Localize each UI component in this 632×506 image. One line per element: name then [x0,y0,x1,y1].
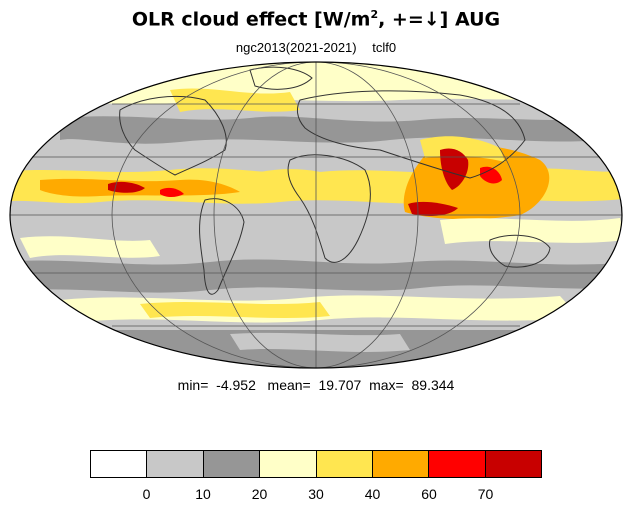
coastlines [119,66,551,295]
colorbar-box-5 [372,451,430,477]
colorbar-box-6 [429,451,486,477]
field-north-dark [60,116,600,144]
variable-label: tclf0 [372,40,397,55]
field-africa-yellow [260,169,349,199]
title-superscript: 2 [370,8,379,21]
south-america-outline [199,198,245,295]
colorbar-box-4 [316,451,373,477]
colorbar-tick-label: 20 [251,486,268,502]
africa-outline [287,154,371,263]
colorbar-box-2 [203,451,261,477]
field-max-caribbean [160,187,184,197]
field-max-bay-of-bengal [440,148,469,190]
colorbar-box-3 [260,451,317,477]
eurasia-outline [296,90,526,179]
field-australia-pale [440,218,622,244]
colorbar-box-7 [485,451,541,477]
title-suffix: , +=↓] AUG [378,8,501,31]
colorbar-tick-label: 70 [477,486,494,502]
colorbar-tick-label: 10 [195,486,211,502]
stats-line: min= -4.952 mean= 19.707 max= 89.344 [177,377,455,393]
globe-border [9,61,623,369]
plot-title: OLR cloud effect [W/m2, +=↓] AUG [0,8,632,30]
field-max-south-china [480,166,502,184]
colorbar [90,450,542,478]
field-antarctic-grey [230,332,410,352]
colorbar-tick-label: 60 [421,486,437,502]
field-max-indian-ocean [408,201,458,216]
colorbar-tick-label: 30 [308,486,324,502]
plot-subtitle: ngc2013(2021-2021) tclf0 [0,40,632,55]
north-america-outline [119,95,227,176]
field-north-yellow [170,88,300,112]
colorbar-tick-label: 40 [364,486,381,502]
field-southern-ocean-yellow [140,302,330,318]
field-south-pacific-pale [20,236,160,258]
field-asia-orange [403,145,550,220]
colorbar-box-0 [91,451,148,477]
colorbar-box-1 [147,451,204,477]
title-text: OLR cloud effect [W/m [131,8,371,31]
run-label: ngc2013(2021-2021) [235,40,357,55]
field-max-pacific [108,181,145,193]
australia-outline [489,234,551,268]
colorbar-tick-label: 0 [142,486,151,502]
greenland-outline [249,66,313,90]
